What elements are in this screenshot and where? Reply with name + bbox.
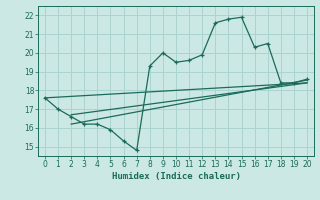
X-axis label: Humidex (Indice chaleur): Humidex (Indice chaleur) <box>111 172 241 181</box>
